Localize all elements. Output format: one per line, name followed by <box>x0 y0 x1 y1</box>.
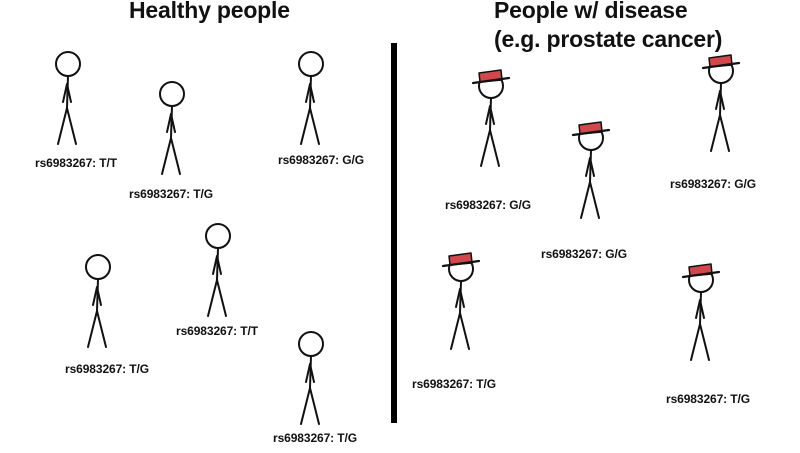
figure-legs <box>161 137 181 175</box>
figure-arms <box>305 363 315 383</box>
figure-legs <box>580 181 600 219</box>
hat-brim <box>701 61 741 70</box>
figure-arms <box>585 157 595 177</box>
hat-brim <box>681 270 721 279</box>
healthy-person-6 <box>283 330 343 430</box>
healthy-people-title: Healthy people <box>129 0 290 25</box>
figure-legs <box>300 107 320 145</box>
hat-brim <box>571 128 611 137</box>
healthy-person-3 <box>283 50 343 150</box>
healthy-person-2 <box>144 80 204 180</box>
figure-arms <box>695 299 705 319</box>
figure-head <box>159 81 185 107</box>
disease-person-1-genotype: rs6983267: G/G <box>445 198 531 212</box>
healthy-person-5-genotype: rs6983267: T/T <box>176 324 258 338</box>
figure-body <box>489 97 492 131</box>
figure-legs <box>87 310 107 348</box>
healthy-person-6-genotype: rs6983267: T/G <box>273 431 357 445</box>
stick-figure <box>159 81 185 175</box>
figure-body <box>589 149 592 183</box>
disease-people-title: People w/ disease (e.g. prostate cancer) <box>494 0 722 54</box>
figure-arms <box>62 83 72 103</box>
figure-head <box>298 51 324 77</box>
disease-person-5 <box>673 263 733 366</box>
figure-legs <box>480 129 500 167</box>
stick-figure <box>205 223 231 317</box>
disease-person-4 <box>433 252 493 355</box>
stick-figure <box>55 51 81 145</box>
figure-body <box>719 82 722 116</box>
disease-person-2-genotype: rs6983267: G/G <box>541 247 627 261</box>
disease-people-title-line2: (e.g. prostate cancer) <box>494 26 723 52</box>
healthy-people-title-text: Healthy people <box>129 0 290 23</box>
hat-brim <box>441 259 481 268</box>
healthy-person-3-genotype: rs6983267: G/G <box>278 153 364 167</box>
figure-body <box>459 280 462 314</box>
figure-legs <box>300 387 320 425</box>
hat-brim <box>471 76 511 85</box>
stick-figure <box>571 121 611 219</box>
stick-figure <box>85 254 111 348</box>
disease-person-4-genotype: rs6983267: T/G <box>412 377 496 391</box>
figure-arms <box>485 105 495 125</box>
figure-arms <box>455 288 465 308</box>
figure-body <box>699 291 702 325</box>
figure-head <box>205 223 231 249</box>
stick-figure <box>701 54 741 152</box>
disease-person-2 <box>563 121 623 224</box>
figure-head <box>298 331 324 357</box>
stick-figure <box>441 252 481 350</box>
disease-people-title-line1: People w/ disease <box>494 0 688 23</box>
figure-arms <box>212 255 222 275</box>
healthy-person-2-genotype: rs6983267: T/G <box>129 187 213 201</box>
disease-person-3-genotype: rs6983267: G/G <box>670 177 756 191</box>
stick-figure <box>681 263 721 361</box>
group-divider <box>391 43 397 423</box>
figure-body <box>96 278 99 312</box>
figure-legs <box>207 279 227 317</box>
figure-arms <box>166 113 176 133</box>
figure-legs <box>57 107 77 145</box>
stick-figure <box>298 331 324 425</box>
stick-figure <box>471 69 511 167</box>
healthy-person-4 <box>70 253 130 353</box>
healthy-person-1 <box>40 50 100 150</box>
figure-body <box>66 75 69 109</box>
figure-body <box>309 75 312 109</box>
healthy-person-4-genotype: rs6983267: T/G <box>65 362 149 376</box>
figure-body <box>170 105 173 139</box>
figure-body <box>216 247 219 281</box>
figure-body <box>309 355 312 389</box>
figure-legs <box>450 312 470 350</box>
figure-arms <box>715 90 725 110</box>
healthy-person-1-genotype: rs6983267: T/T <box>35 156 117 170</box>
disease-person-5-genotype: rs6983267: T/G <box>666 392 750 406</box>
disease-person-1 <box>463 69 523 172</box>
figure-arms <box>305 83 315 103</box>
figure-legs <box>690 323 710 361</box>
healthy-person-5 <box>190 222 250 322</box>
figure-head <box>85 254 111 280</box>
stick-figure <box>298 51 324 145</box>
figure-arms <box>92 286 102 306</box>
disease-person-3 <box>693 54 753 157</box>
figure-legs <box>710 114 730 152</box>
figure-head <box>55 51 81 77</box>
